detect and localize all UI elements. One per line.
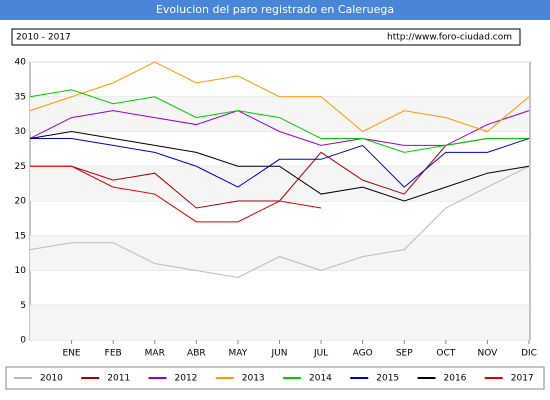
y-tick-label: 30 bbox=[15, 127, 27, 137]
x-tick-label: ENE bbox=[63, 349, 81, 359]
source: http://www.foro-ciudad.com bbox=[387, 33, 512, 43]
legend-label: 2017 bbox=[511, 374, 534, 384]
legend-label: 2015 bbox=[376, 374, 399, 384]
x-tick-label: MAY bbox=[229, 349, 248, 359]
grid-band bbox=[30, 166, 529, 201]
subtitle: 2010 - 2017 bbox=[16, 33, 71, 43]
info-box bbox=[11, 28, 521, 46]
grid-band bbox=[30, 96, 529, 132]
series-line bbox=[29, 130, 530, 202]
grid-band bbox=[30, 235, 529, 271]
legend-label: 2014 bbox=[309, 374, 332, 384]
x-tick-label: MAR bbox=[145, 349, 165, 359]
series-line bbox=[29, 89, 529, 153]
y-tick-label: 15 bbox=[15, 231, 26, 241]
legend-label: 2012 bbox=[175, 374, 198, 384]
legend-box bbox=[5, 366, 545, 390]
legend-label: 2016 bbox=[444, 374, 467, 384]
chart-title: Evolucion del paro registrado en Calerue… bbox=[156, 3, 394, 16]
x-tick-label: SEP bbox=[396, 349, 413, 359]
x-tick-label: FEB bbox=[105, 349, 122, 359]
y-tick-label: 5 bbox=[20, 301, 26, 311]
y-tick-label: 10 bbox=[15, 266, 27, 276]
x-tick-label: NOV bbox=[478, 349, 499, 359]
x-tick-label: AGO bbox=[353, 349, 373, 359]
grid-band bbox=[30, 305, 529, 340]
series-line bbox=[29, 165, 530, 278]
x-tick-label: DIC bbox=[521, 349, 537, 359]
x-tick-label: JUN bbox=[271, 349, 288, 359]
x-tick-label: JUL bbox=[313, 349, 328, 359]
legend-label: 2013 bbox=[242, 374, 265, 384]
y-tick-label: 0 bbox=[20, 336, 26, 346]
series-line bbox=[30, 137, 530, 188]
y-tick-label: 25 bbox=[15, 162, 26, 172]
title-bar bbox=[0, 0, 550, 20]
y-tick-label: 20 bbox=[15, 197, 27, 207]
series-line bbox=[30, 165, 322, 223]
series-line bbox=[29, 61, 530, 133]
x-tick-label: OCT bbox=[436, 349, 455, 359]
legend-label: 2011 bbox=[107, 374, 130, 384]
legend-label: 2010 bbox=[40, 374, 63, 384]
y-tick-label: 40 bbox=[15, 58, 27, 68]
x-tick-label: ABR bbox=[187, 349, 206, 359]
y-tick-label: 35 bbox=[15, 92, 26, 102]
